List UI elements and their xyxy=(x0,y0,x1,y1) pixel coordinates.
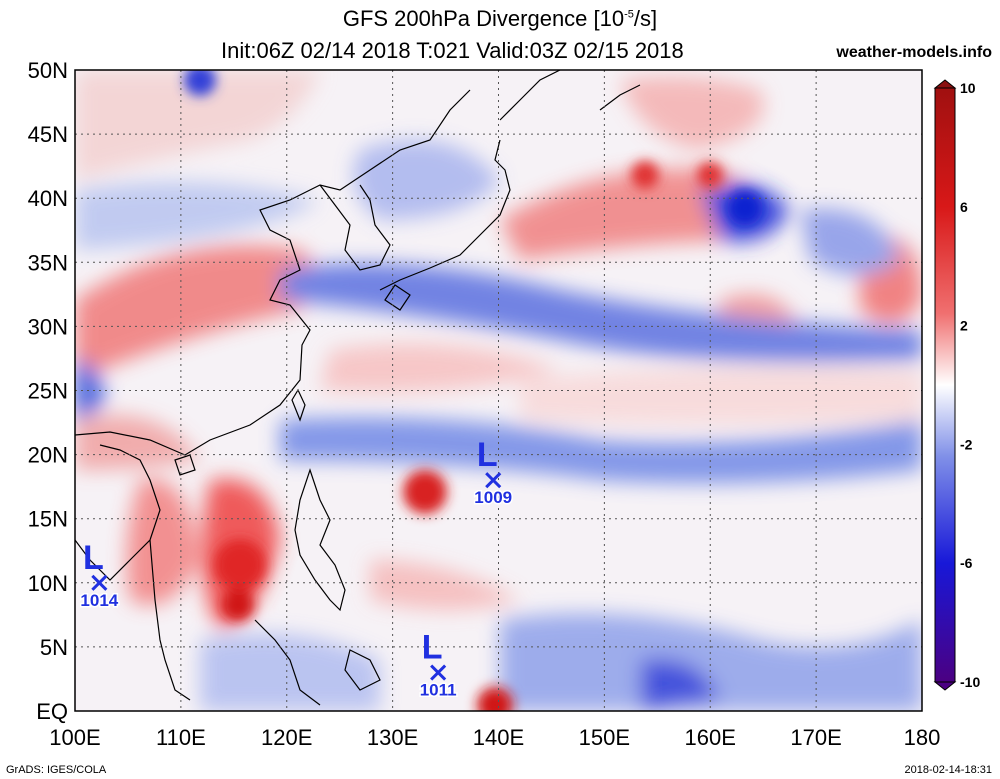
colorbar-label: 6 xyxy=(960,199,968,215)
lon-label: 150E xyxy=(579,725,630,750)
lon-label: 130E xyxy=(367,725,418,750)
low-center-mark xyxy=(430,664,447,681)
lat-label: 5N xyxy=(40,635,68,660)
lat-label: 35N xyxy=(28,250,68,275)
low-symbol: L xyxy=(83,539,104,577)
longitude-labels: 100E 110E 120E 130E 140E 150E 160E 170E 180 xyxy=(49,725,940,750)
footer-timestamp: 2018-02-14-18:31 xyxy=(904,764,992,776)
low-pressure-markers: L 1014 L 1009 L 1011 xyxy=(79,436,514,702)
lat-label: 20N xyxy=(28,443,68,468)
low-pressure-center: L 1011 xyxy=(418,629,458,702)
colorbar-scale xyxy=(934,87,956,683)
lat-label: 10N xyxy=(28,571,68,596)
lon-label: 110E xyxy=(156,725,206,750)
lon-label: 180 xyxy=(904,725,941,750)
divergence-field xyxy=(75,70,922,711)
lon-label: 100E xyxy=(49,725,100,750)
lon-label: 160E xyxy=(685,725,736,750)
lat-label: EQ xyxy=(36,699,68,724)
lon-label: 120E xyxy=(261,725,312,750)
colorbar-label: 10 xyxy=(960,80,976,96)
colorbar-label: -10 xyxy=(960,674,980,690)
map-subtitle: Init:06Z 02/14 2018 T:021 Valid:03Z 02/1… xyxy=(221,38,684,63)
low-symbol: L xyxy=(477,436,498,474)
lat-label: 45N xyxy=(28,122,68,147)
colorbar-label: -2 xyxy=(960,436,973,452)
title-unit: /s] xyxy=(633,6,658,31)
lat-label: 50N xyxy=(28,58,68,83)
site-name: weather-models.info xyxy=(836,44,992,61)
latitude-labels: 50N 45N 40N 35N 30N 25N 20N 15N 10N 5N EQ xyxy=(28,58,68,724)
low-pressure-value: 1014 xyxy=(80,591,118,610)
lon-label: 140E xyxy=(473,725,524,750)
coastlines xyxy=(75,70,641,706)
low-pressure-value: 1011 xyxy=(420,681,457,700)
lon-label: 170E xyxy=(790,725,841,750)
colorbar: 10 6 2 -2 -6 -10 xyxy=(933,79,980,691)
lat-label: 40N xyxy=(28,186,68,211)
colorbar-label: -6 xyxy=(960,555,973,571)
low-center-mark xyxy=(485,472,502,489)
colorbar-label: 2 xyxy=(960,318,968,334)
colorbar-bottom-arrow xyxy=(933,681,957,691)
low-pressure-center: L 1009 xyxy=(473,436,514,509)
map-title: GFS 200hPa Divergence [10-5/s] xyxy=(0,6,1000,32)
low-symbol: L xyxy=(422,629,443,667)
grid-lines xyxy=(75,70,922,711)
low-pressure-center: L 1014 xyxy=(79,539,120,612)
low-center-mark xyxy=(91,574,108,591)
title-text: GFS 200hPa Divergence [10 xyxy=(342,6,625,31)
lat-label: 30N xyxy=(28,314,68,339)
map-frame xyxy=(74,69,923,712)
low-pressure-value: 1009 xyxy=(474,488,512,507)
footer-credit: GrADS: IGES/COLA xyxy=(6,764,107,776)
lat-label: 25N xyxy=(28,379,68,404)
colorbar-top-arrow xyxy=(933,79,957,89)
title-exponent: -5 xyxy=(624,8,634,21)
lat-label: 15N xyxy=(28,507,68,532)
